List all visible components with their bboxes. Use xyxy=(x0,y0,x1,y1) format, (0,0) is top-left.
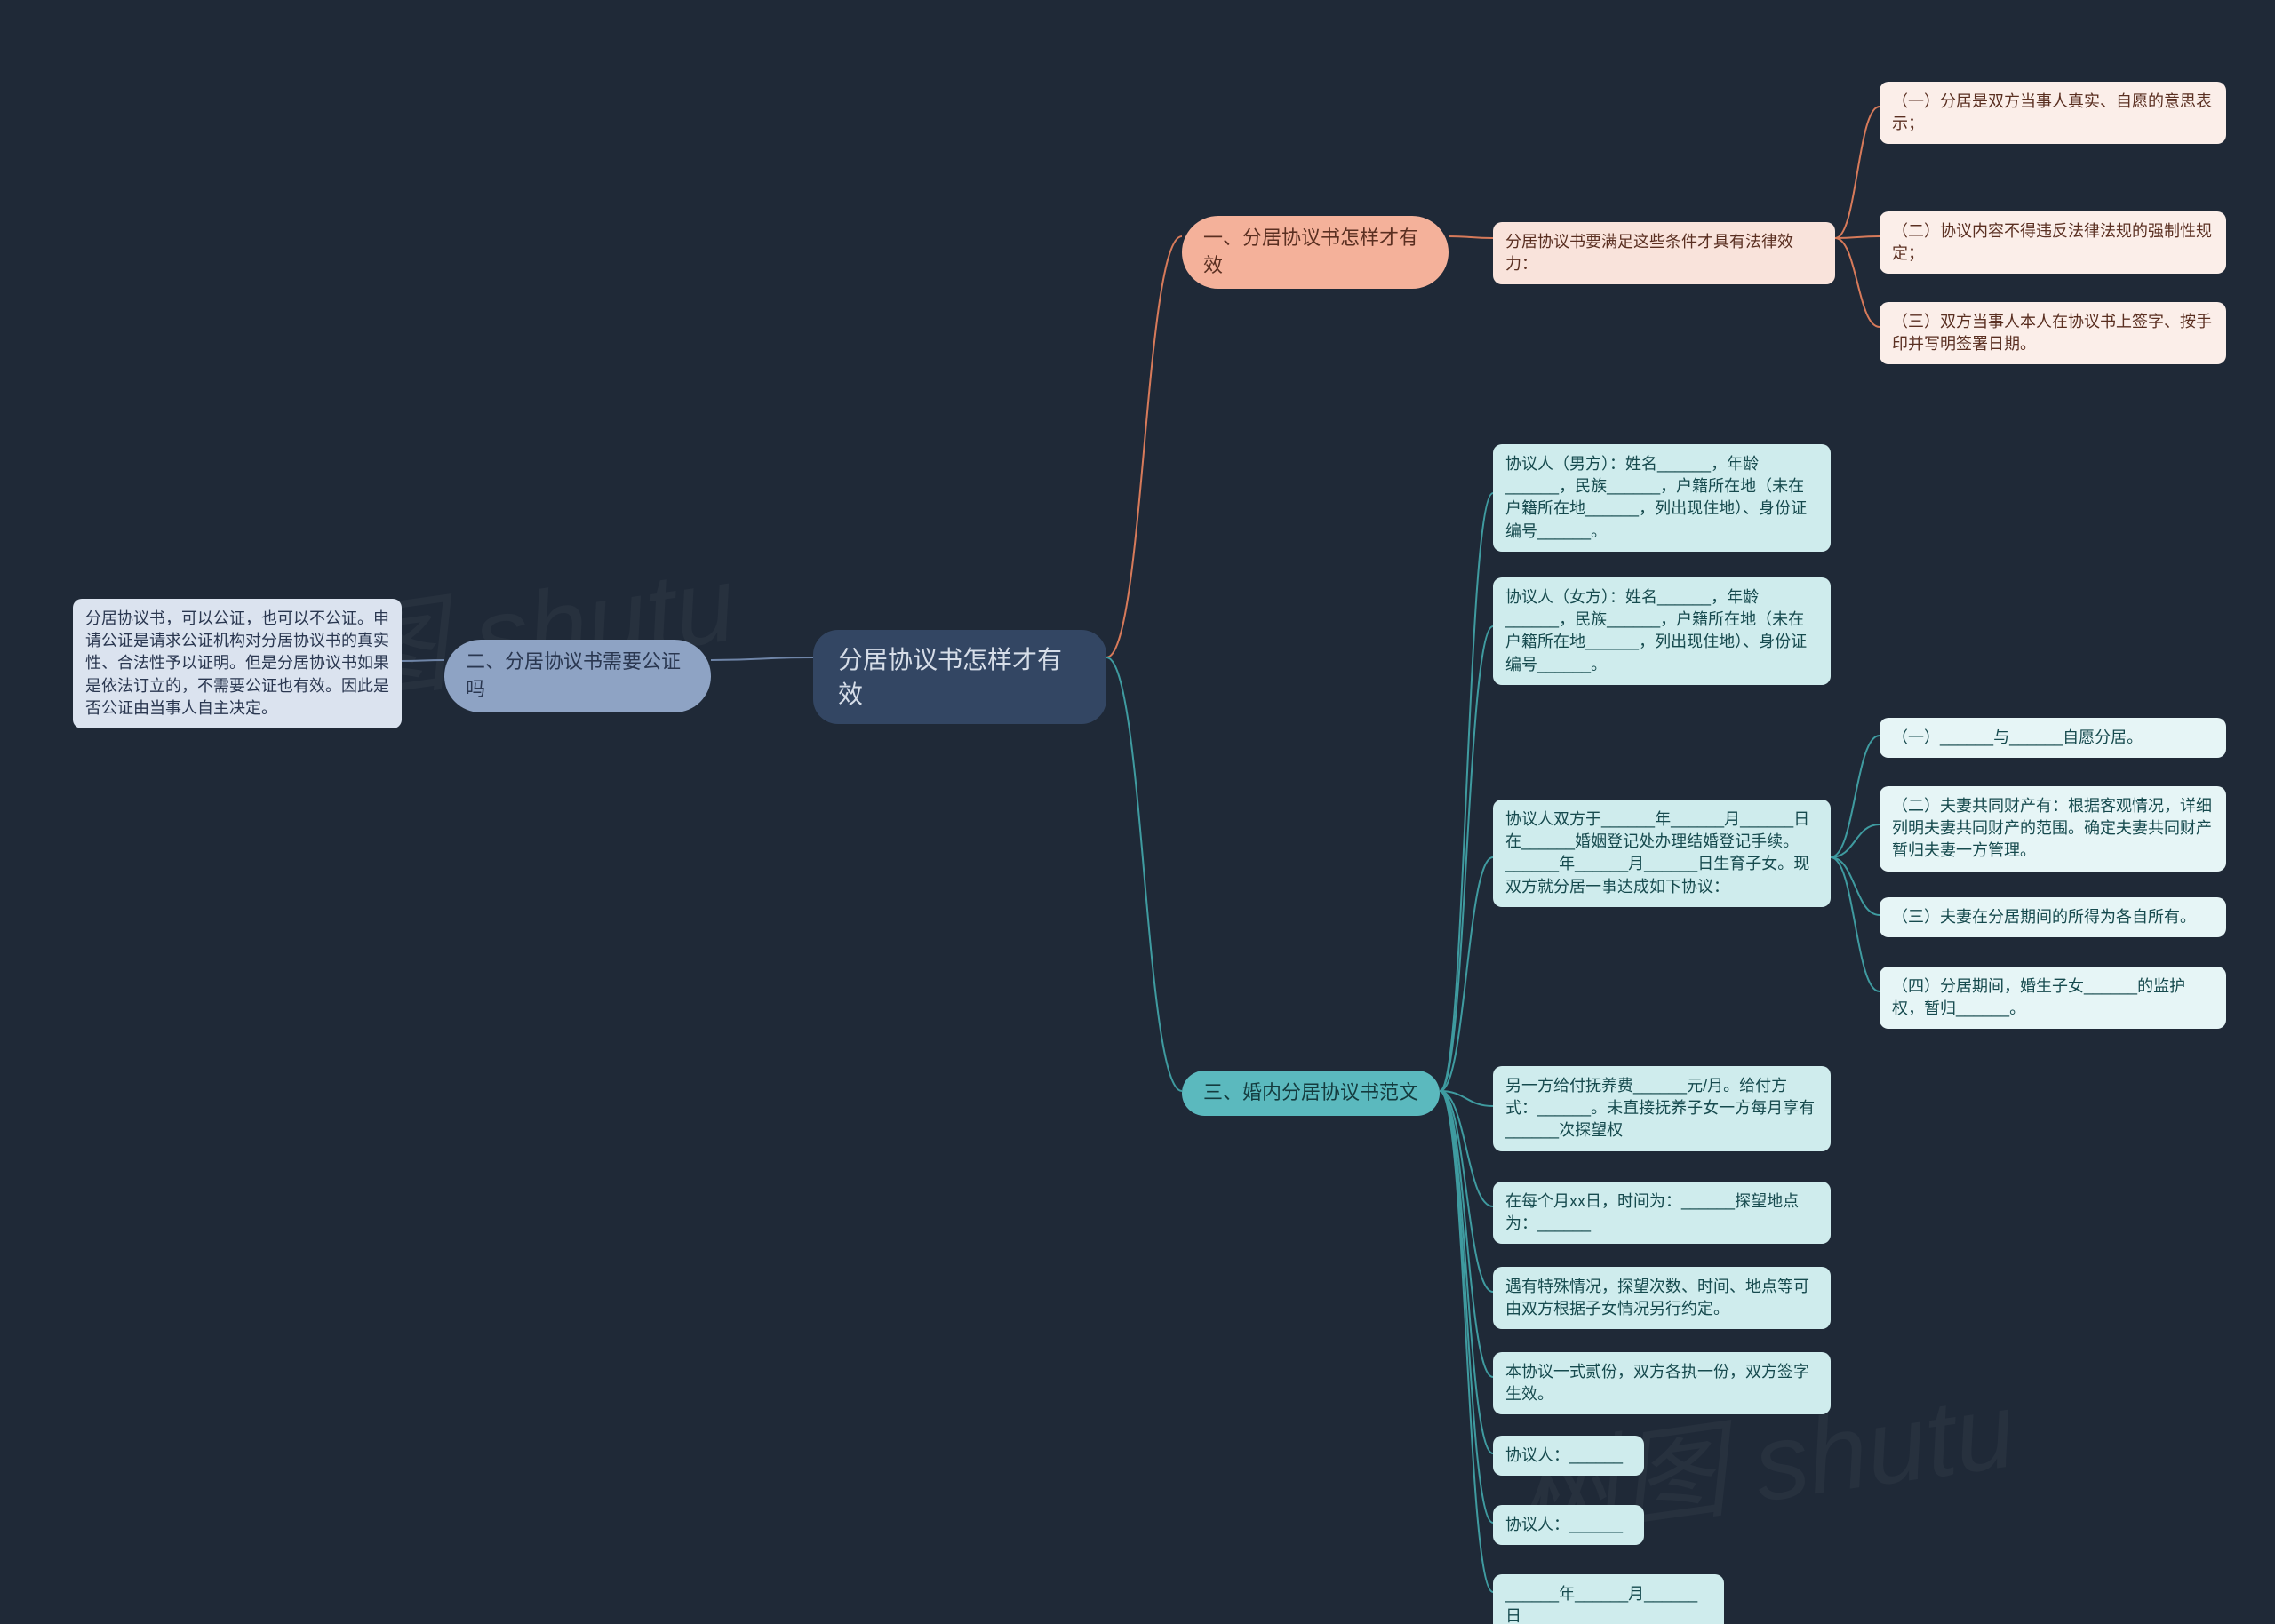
grandchild-node[interactable]: （一）分居是双方当事人真实、自愿的意思表示； xyxy=(1880,82,2226,144)
child-node[interactable]: 协议人双方于______年______月______日在______婚姻登记处办… xyxy=(1493,800,1831,907)
branch-node[interactable]: 一、分居协议书怎样才有效 xyxy=(1182,216,1449,289)
child-node[interactable]: 协议人：______ xyxy=(1493,1436,1644,1476)
grandchild-node[interactable]: （三）双方当事人本人在协议书上签字、按手印并写明签署日期。 xyxy=(1880,302,2226,364)
grandchild-node[interactable]: （四）分居期间，婚生子女______的监护权，暂归______。 xyxy=(1880,967,2226,1029)
mindmap-root-node[interactable]: 分居协议书怎样才有效 xyxy=(813,630,1106,724)
child-node[interactable]: 协议人（女方）：姓名______，年龄______，民族______，户籍所在地… xyxy=(1493,577,1831,685)
grandchild-node[interactable]: （三）夫妻在分居期间的所得为各自所有。 xyxy=(1880,897,2226,937)
child-node[interactable]: 协议人：______ xyxy=(1493,1505,1644,1545)
child-node[interactable]: 另一方给付抚养费______元/月。给付方式：______。未直接抚养子女一方每… xyxy=(1493,1066,1831,1151)
grandchild-node[interactable]: （一）______与______自愿分居。 xyxy=(1880,718,2226,758)
grandchild-node[interactable]: （二）协议内容不得违反法律法规的强制性规定； xyxy=(1880,211,2226,274)
child-node[interactable]: 在每个月xx日，时间为：______探望地点为：______ xyxy=(1493,1182,1831,1244)
child-node[interactable]: 分居协议书要满足这些条件才具有法律效力： xyxy=(1493,222,1835,284)
child-node[interactable]: 协议人（男方）：姓名______，年龄______，民族______，户籍所在地… xyxy=(1493,444,1831,552)
branch-node[interactable]: 二、分居协议书需要公证吗 xyxy=(444,640,711,712)
mindmap-canvas: 树图 shutu 树图 shutu 分居协议书怎样才有效 一、分居协议书怎样才有… xyxy=(0,0,2275,1624)
child-node[interactable]: 分居协议书，可以公证，也可以不公证。申请公证是请求公证机构对分居协议书的真实性、… xyxy=(73,599,402,728)
branch-node[interactable]: 三、婚内分居协议书范文 xyxy=(1182,1071,1440,1116)
child-node[interactable]: ______年______月______日 xyxy=(1493,1574,1724,1624)
grandchild-node[interactable]: （二）夫妻共同财产有：根据客观情况，详细列明夫妻共同财产的范围。确定夫妻共同财产… xyxy=(1880,786,2226,872)
child-node[interactable]: 本协议一式贰份，双方各执一份，双方签字生效。 xyxy=(1493,1352,1831,1414)
child-node[interactable]: 遇有特殊情况，探望次数、时间、地点等可由双方根据子女情况另行约定。 xyxy=(1493,1267,1831,1329)
